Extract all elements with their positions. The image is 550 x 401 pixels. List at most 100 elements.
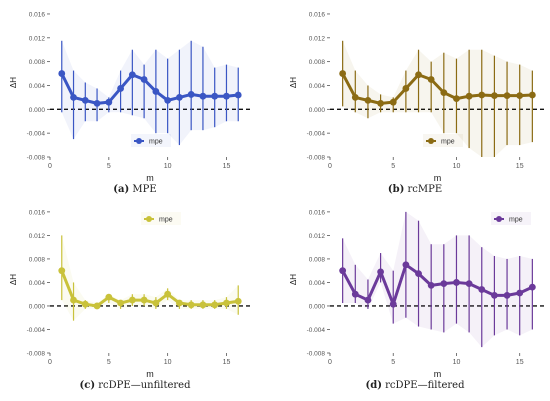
y-tick-label: 0.008 [309,59,326,66]
data-point [440,280,448,288]
data-point [427,281,435,289]
data-point [478,91,486,99]
x-axis-label: m [146,173,154,183]
x-tick-label: 5 [391,163,395,170]
data-point [199,92,207,100]
data-point [402,261,410,269]
x-tick-label: 15 [223,359,231,366]
x-tick-label: 0 [328,163,332,170]
y-tick-label: -0.004 [27,327,46,334]
data-point [427,76,435,83]
data-point [234,297,242,305]
series-line [60,270,239,308]
data-point [351,94,359,101]
y-tick-label: 0.012 [29,233,46,240]
y-tick-label: 0.004 [29,83,46,90]
series-line [60,72,239,105]
data-point [140,296,148,304]
y-tick-label: 0.008 [29,59,46,66]
y-axis-label: ΔH [289,274,298,285]
x-axis-label: m [146,369,154,379]
data-point [516,92,524,100]
x-tick-label: 10 [164,163,172,170]
x-axis-label: m [434,369,442,379]
y-tick-label: 0.016 [29,209,46,216]
legend: mpe [131,134,171,147]
y-axis-label: ΔH [289,77,298,88]
data-point [105,293,113,301]
y-tick-label: -0.008 [27,155,46,162]
data-point [503,291,511,299]
data-point [453,95,460,102]
data-point [415,270,422,278]
legend-label: mpe [149,139,163,146]
data-point [465,92,473,100]
y-tick-label: 0.000 [309,107,326,114]
data-point [440,89,448,97]
legend-label: mpe [509,217,523,224]
data-point [58,267,66,275]
y-tick-label: 0.012 [309,35,326,42]
x-tick-label: 0 [48,359,52,366]
data-point [478,286,486,293]
y-tick-label: -0.008 [307,155,326,162]
data-point [152,88,160,95]
legend-swatch-point [136,138,142,144]
data-point [389,300,397,308]
caption-b-label: (b) [387,184,405,195]
legend-background [141,212,181,225]
data-point [93,302,101,310]
data-point [152,299,160,307]
legend-background [423,134,463,147]
caption-a-label: (a) [113,184,130,195]
legend-swatch-point [428,138,434,144]
data-point [377,268,384,276]
x-axis-label: m [434,173,442,183]
y-tick-label: 0.016 [29,11,46,18]
data-point [199,301,207,309]
caption-d: (d) rcDPE—filtered [320,380,510,391]
legend: mpe [141,212,181,225]
data-point [81,96,89,104]
caption-c: (c) rcDPE—unfiltered [40,380,230,391]
y-tick-label: 0.000 [309,303,326,310]
x-tick-label: 10 [164,359,172,366]
data-point [491,291,498,299]
y-tick-label: -0.008 [27,351,46,358]
y-tick-label: 0.012 [29,35,46,42]
y-tick-label: 0.000 [29,303,46,310]
data-point [70,94,77,101]
x-tick-label: 10 [453,163,461,170]
data-point [415,71,422,79]
data-point [128,296,136,304]
data-point [339,70,347,77]
data-point [211,92,219,100]
y-tick-label: -0.004 [27,131,46,138]
error-ribbon [61,235,239,321]
caption-d-name: rcDPE—filtered [385,380,465,391]
x-tick-label: 0 [48,163,52,170]
data-point [223,299,230,307]
error-ribbon [61,40,239,146]
data-point [528,91,536,99]
x-tick-label: 5 [107,359,111,366]
data-point [364,96,372,104]
legend-label: mpe [441,139,455,146]
data-point [187,91,195,98]
y-tick-label: 0.004 [309,83,326,90]
y-axis-label: ΔH [9,77,18,88]
data-point [105,98,113,106]
y-tick-label: -0.004 [307,327,326,334]
series-line [341,263,533,306]
legend: mpe [491,212,531,225]
caption-d-label: (d) [365,380,382,391]
data-point [364,296,372,304]
caption-c-label: (c) [79,380,96,391]
legend-label: mpe [159,217,173,224]
data-point [187,301,195,309]
y-tick-label: 0.000 [29,107,46,114]
data-point [234,91,242,99]
legend-background [131,134,171,147]
